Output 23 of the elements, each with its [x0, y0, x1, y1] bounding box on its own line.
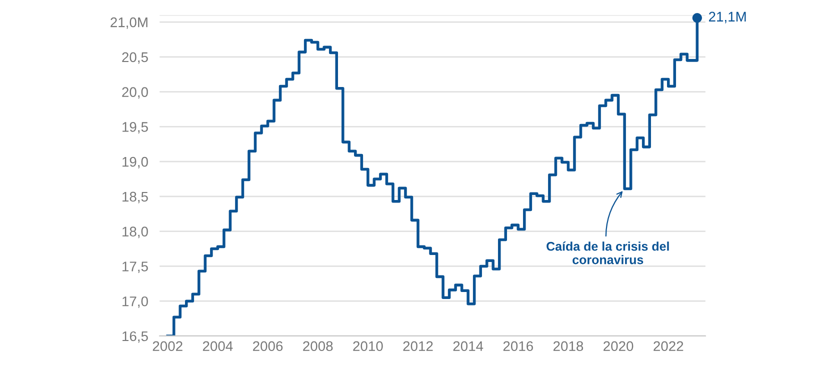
y-tick-label: 19,5 [122, 122, 148, 134]
y-tick-label: 21,0M [110, 17, 148, 29]
annotation: Caída de la crisis del coronavirus [546, 241, 669, 264]
x-tick-label: 2022 [654, 341, 684, 352]
y-tick-label: 20,5 [122, 52, 148, 64]
y-tick-label: 17,0 [122, 296, 148, 308]
x-tick-label: 2006 [253, 341, 283, 352]
x-tick-label: 2016 [503, 341, 533, 352]
x-tick-label: 2020 [604, 341, 634, 352]
x-tick-label: 2014 [453, 341, 484, 352]
x-tick-label: 2008 [303, 341, 333, 352]
data-label: 21,1M [708, 12, 746, 24]
x-tick-label: 2012 [403, 341, 433, 352]
y-tick-label: 16,5 [122, 331, 148, 343]
y-tick-label: 19,0 [122, 156, 148, 168]
y-tick-label: 20,0 [122, 87, 148, 99]
x-tick-label: 2002 [152, 341, 182, 352]
x-tick-label: 2018 [553, 341, 584, 352]
y-tick-label: 18,0 [122, 226, 148, 238]
x-tick-label: 2010 [353, 341, 383, 352]
y-tick-label: 17,5 [122, 262, 148, 274]
y-tick-label: 18,5 [122, 192, 148, 204]
x-tick-label: 2004 [202, 341, 233, 352]
